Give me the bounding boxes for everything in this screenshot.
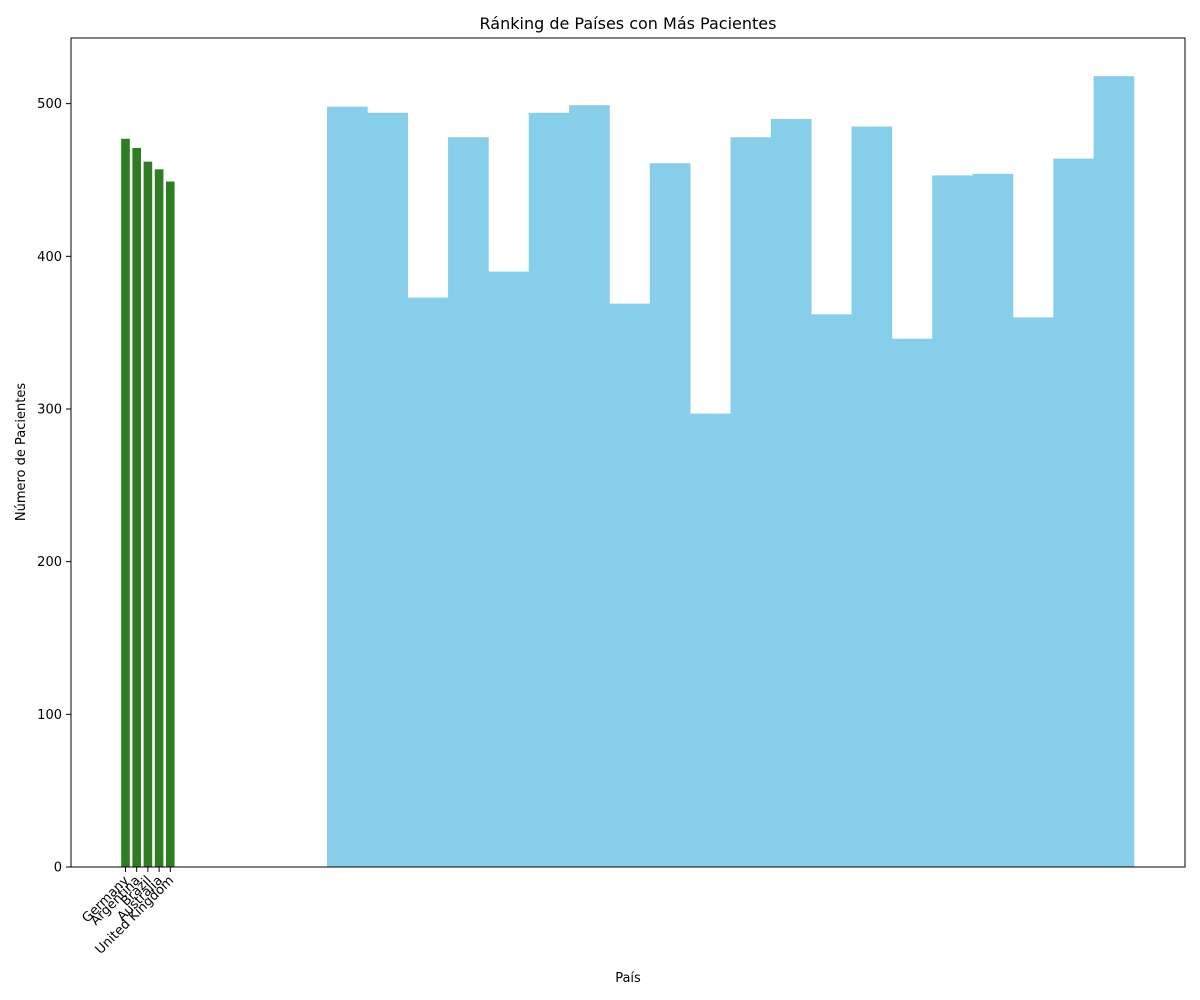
background-bar [730, 137, 772, 868]
y-tick-label: 0 [54, 861, 62, 876]
y-axis-label: Número de Pacientes [14, 383, 29, 521]
background-bar [569, 105, 610, 868]
y-tick-label: 300 [37, 402, 62, 417]
background-bar [851, 126, 893, 867]
ranked-bar [143, 161, 153, 868]
y-tick-label: 200 [37, 555, 62, 570]
background-bar [891, 338, 933, 867]
y-tick-label: 500 [37, 97, 62, 112]
ranked-bar [121, 138, 130, 867]
ranked-bar [132, 147, 141, 867]
background-bar [448, 137, 489, 868]
ranked-bars [121, 138, 175, 868]
background-bar [528, 112, 570, 867]
background-bar [932, 175, 973, 867]
background-bar [1012, 317, 1054, 868]
x-axis-label: País [615, 971, 641, 986]
background-bar [1093, 76, 1135, 867]
chart-title: Ránking de Países con Más Pacientes [480, 14, 777, 33]
background-bar [407, 297, 449, 868]
background-bar [367, 112, 408, 867]
background-bar [1053, 158, 1094, 868]
background-bar [690, 413, 731, 867]
background-bar [811, 314, 852, 867]
background-bar [327, 106, 368, 867]
background-bar [972, 173, 1014, 868]
y-tick-label: 100 [37, 708, 62, 723]
background-bar [488, 271, 530, 867]
plot-frame [70, 37, 1186, 868]
background-bar [770, 118, 812, 867]
ranked-bar [154, 169, 164, 867]
ranked-bar [166, 181, 175, 867]
background-bar [649, 163, 691, 867]
background-bars [327, 76, 1135, 868]
y-axis: 0 100 200 300 400 500 [37, 97, 71, 876]
y-tick-label: 400 [37, 250, 62, 265]
background-bar [609, 303, 651, 867]
